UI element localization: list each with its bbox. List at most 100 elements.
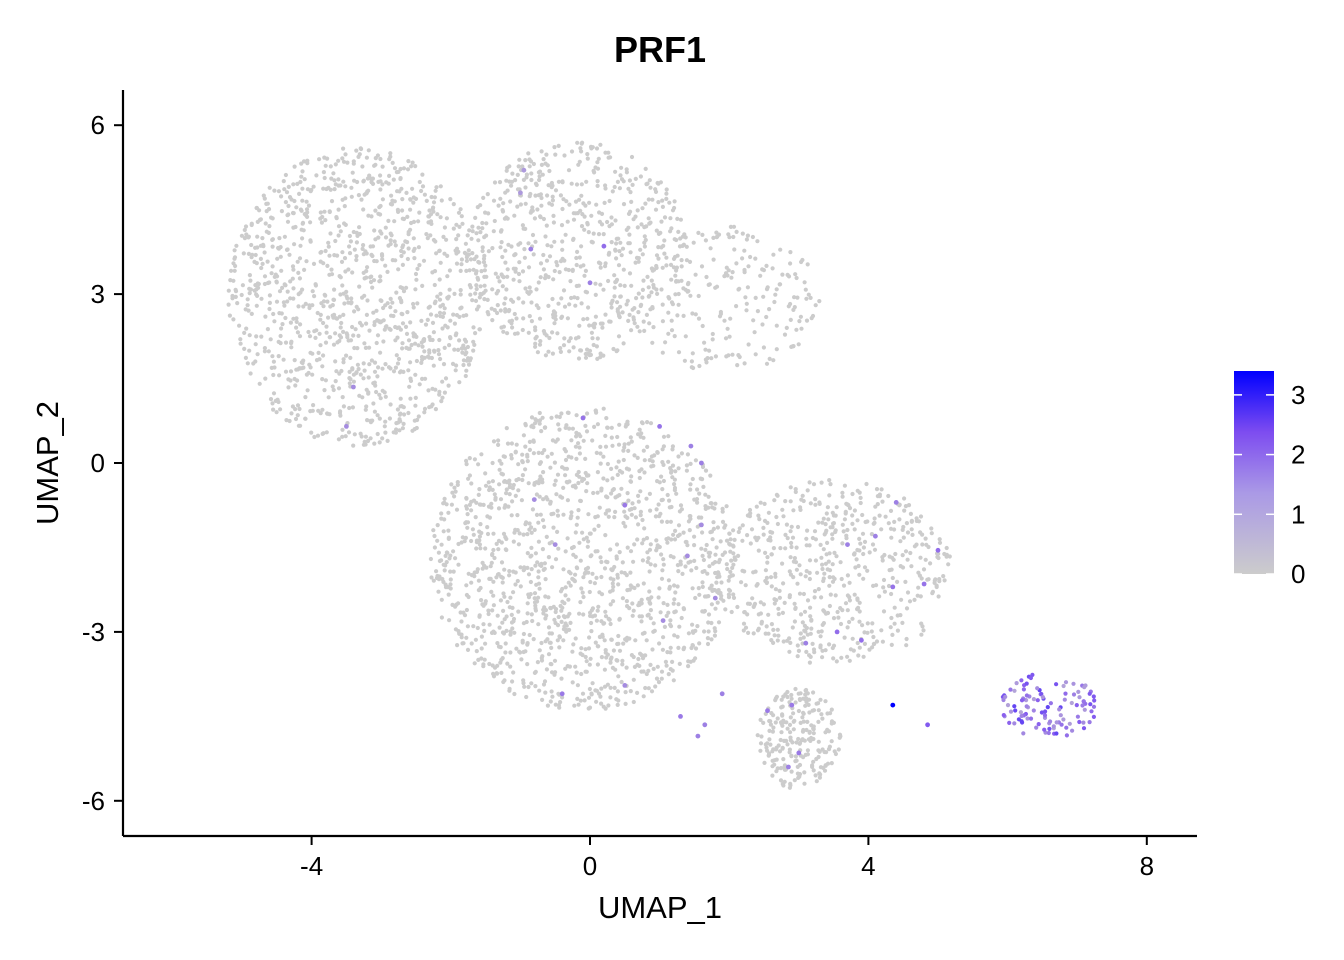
cell-point (466, 252, 471, 257)
cell-point (640, 252, 645, 257)
cell-point (251, 361, 256, 366)
cell-point (595, 644, 600, 649)
cell-point (669, 328, 675, 333)
cell-point (752, 330, 757, 335)
cell-point (768, 575, 774, 580)
cell-point (413, 403, 418, 408)
cell-point (599, 559, 604, 565)
cell-point (704, 274, 709, 280)
cell-point (611, 599, 616, 604)
cell-point (575, 211, 580, 216)
cell-point (617, 468, 623, 474)
cell-point (588, 579, 593, 585)
cell-point (819, 595, 824, 600)
cell-point (647, 597, 652, 602)
cell-point (507, 573, 512, 578)
cell-point (636, 603, 641, 608)
cell-point (798, 631, 803, 636)
cell-point (649, 689, 655, 694)
cell-point (624, 665, 629, 670)
cell-point (802, 628, 807, 633)
cell-point (629, 474, 634, 479)
cell-point (533, 181, 539, 186)
cell-point (847, 598, 853, 603)
cell-point (817, 299, 822, 304)
cell-point (400, 341, 405, 346)
cell-point (498, 660, 503, 665)
cell-point (274, 299, 280, 304)
cell-point (332, 178, 337, 183)
cell-point (246, 308, 251, 313)
cell-point (527, 521, 532, 526)
expressing-cell-point (796, 750, 802, 756)
cell-point (441, 362, 447, 367)
cell-point (774, 323, 779, 328)
cell-point (710, 561, 716, 566)
cell-point (325, 263, 330, 268)
cell-point (362, 341, 367, 346)
cell-point (485, 525, 490, 530)
cell-point (278, 333, 283, 339)
cell-point (740, 523, 745, 528)
cell-point (563, 585, 568, 590)
cell-point (548, 699, 553, 704)
cell-point (305, 158, 310, 163)
cell-point (340, 434, 345, 439)
cell-point (904, 606, 910, 611)
cell-point (295, 403, 301, 408)
cell-point (611, 584, 616, 590)
cell-point (705, 571, 710, 576)
cell-point (765, 741, 770, 746)
cell-point (831, 616, 837, 621)
cell-point (593, 549, 598, 554)
cell-point (512, 630, 517, 635)
cell-point (734, 229, 739, 234)
cell-point (941, 574, 946, 579)
cell-point (281, 179, 286, 184)
cell-point (560, 695, 565, 700)
cell-point (452, 347, 457, 352)
cell-point (1047, 726, 1052, 732)
cell-point (341, 329, 346, 334)
cell-point (489, 501, 494, 506)
cell-point (333, 379, 338, 384)
cell-point (874, 487, 880, 492)
cell-point (568, 336, 573, 341)
cell-point (493, 271, 498, 276)
cell-point (282, 234, 287, 239)
cell-point (813, 558, 819, 563)
cell-point (645, 559, 650, 565)
cell-point (298, 179, 303, 185)
cell-point (293, 383, 298, 388)
cell-point (388, 241, 393, 247)
cell-point (660, 487, 665, 492)
cell-point (397, 428, 402, 433)
cell-point (808, 605, 813, 610)
cell-point (642, 458, 647, 463)
cell-point (540, 518, 546, 523)
cell-point (472, 257, 477, 262)
expressing-cell-point (351, 384, 356, 390)
cell-point (544, 534, 549, 540)
cell-point (529, 300, 534, 305)
cell-point (555, 529, 560, 535)
cell-point (690, 622, 695, 627)
cell-point (503, 309, 508, 314)
cell-point (816, 708, 821, 713)
cell-point (858, 500, 863, 506)
cell-point (646, 285, 651, 290)
cell-point (1008, 687, 1013, 692)
cell-point (521, 433, 527, 438)
cell-point (592, 581, 598, 586)
cell-point (529, 319, 535, 324)
cell-point (617, 249, 622, 254)
cell-point (545, 497, 550, 502)
cell-point (872, 516, 877, 521)
cell-point (735, 363, 740, 368)
cell-point (761, 345, 767, 350)
cell-point (715, 600, 720, 605)
cell-point (388, 327, 393, 332)
cell-point (387, 157, 392, 162)
cell-point (585, 316, 590, 321)
cell-point (435, 212, 440, 217)
